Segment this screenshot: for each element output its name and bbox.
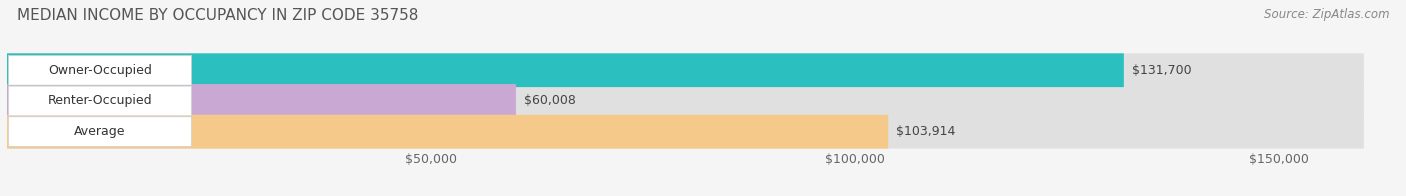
FancyBboxPatch shape (7, 53, 1364, 87)
FancyBboxPatch shape (8, 117, 191, 146)
Text: Owner-Occupied: Owner-Occupied (48, 64, 152, 77)
Text: $60,008: $60,008 (524, 94, 576, 107)
FancyBboxPatch shape (8, 86, 191, 116)
Text: Source: ZipAtlas.com: Source: ZipAtlas.com (1264, 8, 1389, 21)
FancyBboxPatch shape (8, 55, 191, 85)
FancyBboxPatch shape (7, 115, 889, 149)
Text: Average: Average (75, 125, 125, 138)
Text: Renter-Occupied: Renter-Occupied (48, 94, 152, 107)
Text: MEDIAN INCOME BY OCCUPANCY IN ZIP CODE 35758: MEDIAN INCOME BY OCCUPANCY IN ZIP CODE 3… (17, 8, 418, 23)
Text: $103,914: $103,914 (897, 125, 956, 138)
FancyBboxPatch shape (7, 84, 516, 118)
FancyBboxPatch shape (7, 115, 1364, 149)
Text: $131,700: $131,700 (1132, 64, 1192, 77)
FancyBboxPatch shape (7, 84, 1364, 118)
FancyBboxPatch shape (7, 53, 1123, 87)
